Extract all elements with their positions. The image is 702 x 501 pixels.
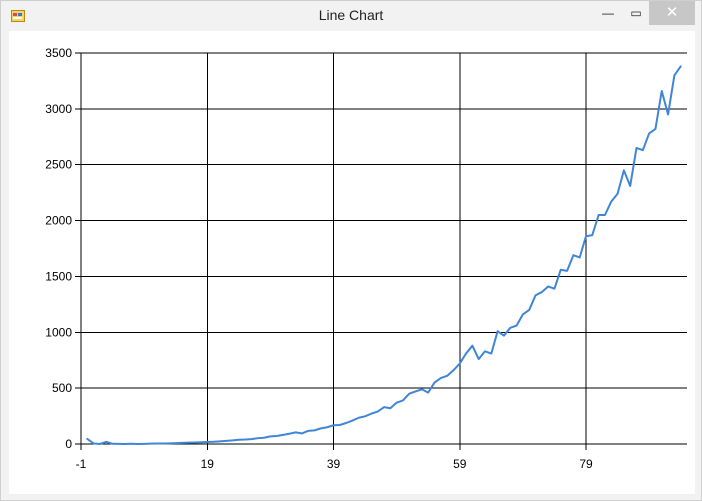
y-tick-label: 0	[65, 437, 72, 451]
y-tick-label: 2500	[45, 158, 72, 172]
close-button[interactable]: ✕	[649, 1, 695, 25]
line-chart: 0 500 1000 1500 2000 2500 3000 3500 -1 19 39 59 79	[45, 46, 687, 471]
app-window-icon	[11, 10, 25, 22]
minimize-button[interactable]: —	[593, 1, 623, 25]
y-tick-label: 3500	[45, 46, 72, 60]
x-tick-label: 19	[201, 457, 215, 471]
y-tick-label: 1000	[45, 325, 72, 339]
window-title: Line Chart	[318, 7, 384, 23]
x-tick-label: 39	[327, 457, 341, 471]
x-tick-label: -1	[76, 457, 87, 471]
chart-area: 0 500 1000 1500 2000 2500 3000 3500 -1 19 39 59 79	[9, 31, 695, 494]
x-tick-label: 59	[453, 457, 467, 471]
y-tick-label: 500	[52, 381, 72, 395]
close-icon: ✕	[665, 4, 679, 21]
series-line	[86, 65, 682, 445]
title-bar[interactable]: Line Chart — ▭ ✕	[1, 1, 701, 31]
minimize-icon: —	[602, 6, 614, 20]
maximize-button[interactable]: ▭	[621, 1, 651, 25]
x-tick-label: 79	[579, 457, 593, 471]
maximize-icon: ▭	[630, 6, 642, 20]
y-tick-label: 1500	[45, 269, 72, 283]
y-tick-label: 2000	[45, 214, 72, 228]
y-tick-label: 3000	[45, 102, 72, 116]
